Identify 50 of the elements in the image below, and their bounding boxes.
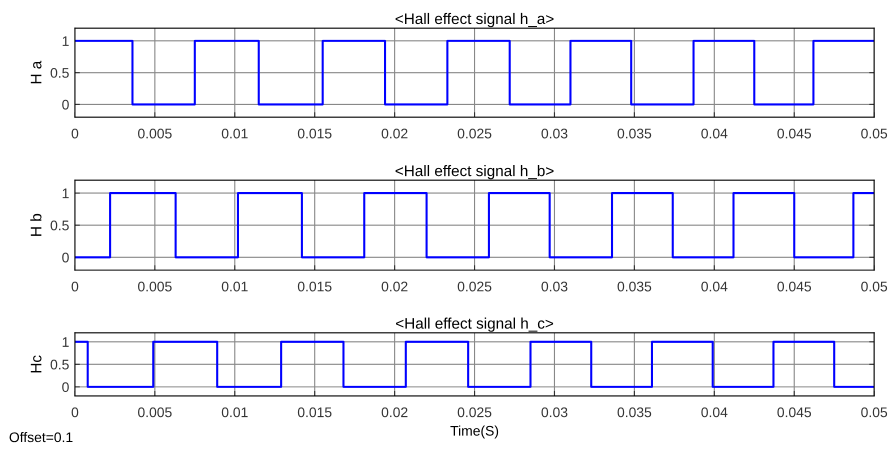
text: Offset=0.1 bbox=[10, 432, 72, 442]
x-tick-label: 0.025 bbox=[458, 282, 492, 292]
x-tick-label: 0.04 bbox=[701, 128, 728, 138]
x-tick-label: 0.025 bbox=[458, 128, 492, 138]
x-tick-label: 0.015 bbox=[298, 282, 332, 292]
y-axis-title: H b bbox=[30, 214, 42, 236]
chart-title: <Hall effect signal h_a> bbox=[396, 12, 554, 28]
x-tick-label: 0.01 bbox=[222, 282, 248, 292]
chart-title: <Hall effect signal h_b> bbox=[396, 165, 554, 180]
x-tick-label: 0.02 bbox=[382, 128, 408, 138]
x-tick-label: 0.035 bbox=[618, 128, 652, 138]
y-tick-label: 0.5 bbox=[50, 360, 69, 370]
x-tick-label: 0.005 bbox=[138, 282, 172, 292]
y-tick-label: 0 bbox=[62, 382, 69, 392]
x-tick-label: 0.03 bbox=[541, 282, 568, 292]
x-axis-title: Time(S) bbox=[450, 426, 498, 438]
y-tick-label: 0 bbox=[62, 100, 69, 110]
x-tick-label: 0.025 bbox=[458, 407, 492, 418]
x-tick-label: 0.05 bbox=[861, 282, 888, 292]
x-tick-label: 0.04 bbox=[701, 282, 728, 292]
x-tick-label: 0 bbox=[72, 282, 78, 292]
x-tick-label: 0.045 bbox=[777, 407, 812, 418]
y-tick-label: 1 bbox=[62, 337, 69, 347]
y-tick-label: 0 bbox=[62, 252, 69, 262]
x-tick-label: 0.045 bbox=[777, 282, 812, 292]
x-tick-label: 0.03 bbox=[541, 128, 568, 138]
x-tick-label: 0 bbox=[72, 128, 78, 138]
chart-title: <Hall effect signal h_c> bbox=[396, 318, 554, 332]
x-tick-label: 0.015 bbox=[298, 407, 332, 418]
x-tick-label: 0.04 bbox=[701, 407, 728, 418]
x-tick-label: 0.005 bbox=[138, 128, 172, 138]
x-tick-label: 0.045 bbox=[777, 128, 812, 138]
x-tick-label: 0.02 bbox=[382, 282, 408, 292]
y-axis-title: H a bbox=[30, 60, 42, 84]
x-tick-label: 0.01 bbox=[222, 407, 248, 418]
x-tick-label: 0.035 bbox=[618, 407, 652, 418]
x-tick-label: 0.05 bbox=[861, 128, 888, 138]
x-tick-label: 0.035 bbox=[618, 282, 652, 292]
x-tick-label: 0.01 bbox=[222, 128, 248, 138]
y-tick-label: 0.5 bbox=[50, 68, 69, 78]
x-tick-label: 0.03 bbox=[541, 407, 568, 418]
x-tick-label: 0.015 bbox=[298, 128, 332, 138]
y-axis-title: Hc bbox=[30, 355, 42, 372]
x-tick-label: 0.005 bbox=[138, 407, 172, 418]
y-tick-label: 1 bbox=[62, 188, 69, 198]
x-tick-label: 0.02 bbox=[382, 407, 408, 418]
y-tick-label: 1 bbox=[62, 36, 69, 46]
x-tick-label: 0 bbox=[72, 407, 78, 418]
y-tick-label: 0.5 bbox=[50, 220, 69, 230]
x-tick-label: 0.05 bbox=[861, 407, 888, 418]
